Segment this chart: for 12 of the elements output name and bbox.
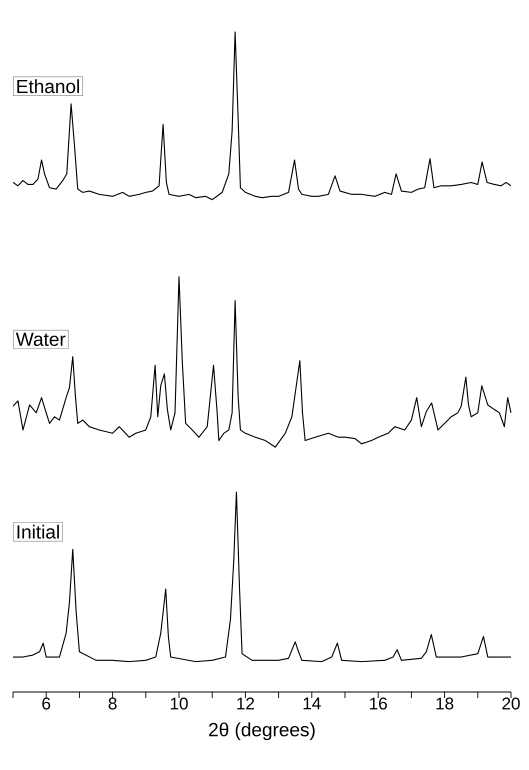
x-tick-label: 18 xyxy=(436,698,454,710)
series-label: Water xyxy=(16,332,66,346)
x-tick-label: 10 xyxy=(170,698,188,710)
x-tick-label: 8 xyxy=(108,698,117,710)
series-label: Ethanol xyxy=(17,79,79,94)
x-tick-label: 14 xyxy=(304,698,321,710)
x-tick-label: 12 xyxy=(237,698,254,710)
x-tick-label: 16 xyxy=(370,698,387,710)
x-axis-title: 2θ (degrees) xyxy=(209,722,315,740)
x-tick-label: 6 xyxy=(42,698,50,710)
series-label: Initial xyxy=(18,524,59,539)
x-tick-label: 20 xyxy=(502,698,520,710)
